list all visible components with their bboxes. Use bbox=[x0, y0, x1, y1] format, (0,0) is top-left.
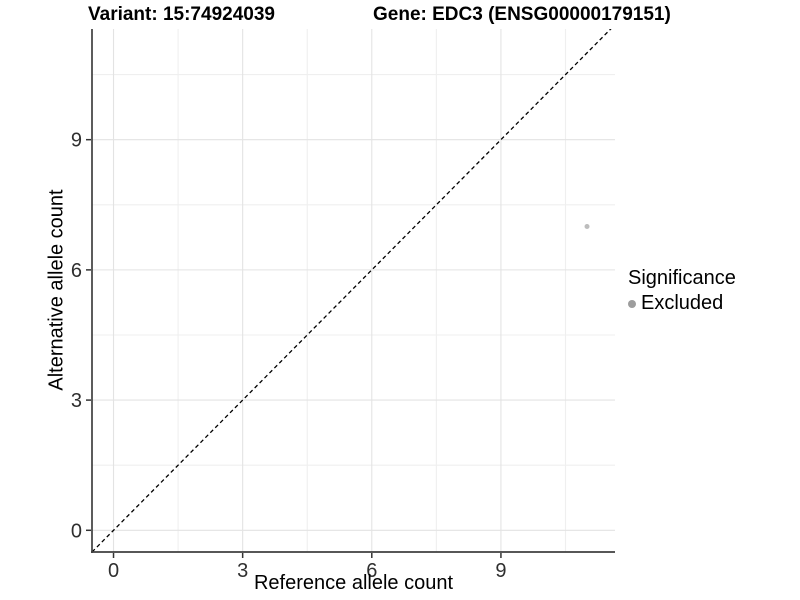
y-axis-title: Alternative allele count bbox=[45, 189, 68, 391]
svg-text:0: 0 bbox=[71, 520, 82, 542]
x-axis-title: Reference allele count bbox=[253, 572, 453, 594]
legend-title: Significance bbox=[628, 267, 736, 289]
legend-item-label: Excluded bbox=[641, 292, 724, 314]
legend: Significance Excluded bbox=[628, 266, 736, 315]
plot-title-variant: Variant: 15:74924039 bbox=[88, 4, 275, 25]
svg-text:0: 0 bbox=[108, 560, 119, 582]
legend-item-excluded: Excluded bbox=[628, 292, 736, 315]
svg-text:9: 9 bbox=[71, 130, 82, 152]
svg-text:6: 6 bbox=[71, 260, 82, 282]
legend-point-icon bbox=[628, 299, 636, 308]
svg-text:6: 6 bbox=[366, 560, 377, 582]
svg-text:3: 3 bbox=[71, 390, 82, 412]
svg-text:9: 9 bbox=[495, 560, 506, 582]
plot-title-gene: Gene: EDC3 (ENSG00000179151) bbox=[373, 4, 671, 25]
svg-text:3: 3 bbox=[237, 560, 248, 582]
